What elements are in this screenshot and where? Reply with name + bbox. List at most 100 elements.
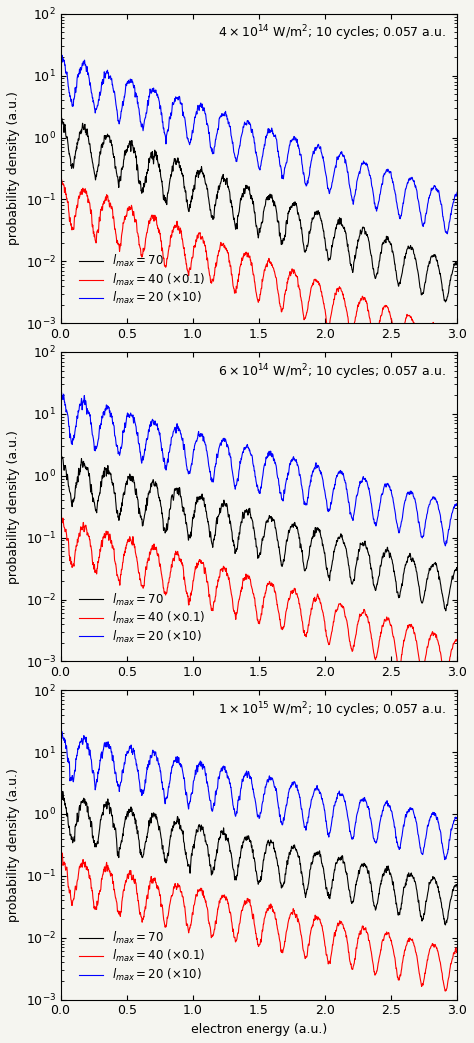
$l_{max} = 70$ [404,555,410,567]
$l_{max} = 70$ [210,212,216,224]
$l_{max} = 20$ ($\times$10) [103,67,109,79]
$l_{max} = 20$ ($\times$10) [227,120,233,132]
$l_{max} = 40$ ($\times$0.1) [210,929,216,942]
$l_{max} = 20$ ($\times$10) [447,216,452,228]
$l_{max} = 20$ ($\times$10) [445,227,450,240]
Text: $1 \times 10^{15}$ W/m$^2$; 10 cycles; 0.057 a.u.: $1 \times 10^{15}$ W/m$^2$; 10 cycles; 0… [218,700,445,720]
$l_{max} = 70$ [103,797,109,809]
Line: $l_{max} = 70$: $l_{max} = 70$ [61,792,457,925]
$l_{max} = 40$ ($\times$0.1) [103,526,109,538]
$l_{max} = 20$ ($\times$10) [58,726,64,738]
$l_{max} = 40$ ($\times$0.1) [58,176,64,189]
X-axis label: electron energy (a.u.): electron energy (a.u.) [191,1023,327,1036]
$l_{max} = 70$ [103,467,109,480]
$l_{max} = 40$ ($\times$0.1) [210,605,216,617]
$l_{max} = 70$ [454,257,460,269]
$l_{max} = 70$ [210,866,216,878]
$l_{max} = 70$ [58,110,64,122]
$l_{max} = 20$ ($\times$10) [103,401,109,413]
$l_{max} = 40$ ($\times$0.1) [404,939,410,951]
$l_{max} = 70$ [210,540,216,553]
$l_{max} = 40$ ($\times$0.1) [227,260,233,272]
Line: $l_{max} = 70$: $l_{max} = 70$ [61,116,457,301]
$l_{max} = 20$ ($\times$10) [227,777,233,790]
Legend: $l_{max} = 70$, $l_{max} = 40$ ($\times$0.1), $l_{max} = 20$ ($\times$10): $l_{max} = 70$, $l_{max} = 40$ ($\times$… [74,248,210,311]
$l_{max} = 40$ ($\times$0.1) [127,531,132,543]
$l_{max} = 70$ [58,447,64,460]
$l_{max} = 40$ ($\times$0.1) [58,858,64,871]
$l_{max} = 40$ ($\times$0.1) [58,510,64,523]
$l_{max} = 40$ ($\times$0.1) [227,905,233,918]
$l_{max} = 20$ ($\times$10) [404,489,410,502]
$l_{max} = 70$ [454,881,460,894]
$l_{max} = 20$ ($\times$10) [442,853,447,866]
Line: $l_{max} = 70$: $l_{max} = 70$ [61,454,457,611]
$l_{max} = 40$ ($\times$0.1) [59,173,64,186]
$l_{max} = 20$ ($\times$10) [127,741,132,753]
$l_{max} = 20$ ($\times$10) [103,736,109,749]
$l_{max} = 70$ [60,785,66,798]
$l_{max} = 70$ [404,244,410,257]
Line: $l_{max} = 20$ ($\times$10): $l_{max} = 20$ ($\times$10) [61,731,457,859]
$l_{max} = 70$ [447,898,452,911]
$l_{max} = 70$ [227,189,233,201]
Line: $l_{max} = 40$ ($\times$0.1): $l_{max} = 40$ ($\times$0.1) [61,179,457,372]
$l_{max} = 20$ ($\times$10) [59,49,65,62]
$l_{max} = 20$ ($\times$10) [447,834,452,847]
$l_{max} = 40$ ($\times$0.1) [454,635,460,648]
Legend: $l_{max} = 70$, $l_{max} = 40$ ($\times$0.1), $l_{max} = 20$ ($\times$10): $l_{max} = 70$, $l_{max} = 40$ ($\times$… [74,587,210,650]
$l_{max} = 40$ ($\times$0.1) [404,624,410,636]
$l_{max} = 40$ ($\times$0.1) [59,847,65,859]
$l_{max} = 20$ ($\times$10) [59,725,64,737]
$l_{max} = 70$ [227,516,233,529]
$l_{max} = 40$ ($\times$0.1) [454,945,460,957]
$l_{max} = 20$ ($\times$10) [210,146,216,159]
Y-axis label: probability density (a.u.): probability density (a.u.) [7,430,20,584]
$l_{max} = 20$ ($\times$10) [210,803,216,816]
$l_{max} = 70$ [443,919,448,931]
Line: $l_{max} = 20$ ($\times$10): $l_{max} = 20$ ($\times$10) [61,55,457,234]
Line: $l_{max} = 20$ ($\times$10): $l_{max} = 20$ ($\times$10) [61,392,457,545]
$l_{max} = 40$ ($\times$0.1) [103,859,109,872]
Line: $l_{max} = 40$ ($\times$0.1): $l_{max} = 40$ ($\times$0.1) [61,515,457,680]
$l_{max} = 40$ ($\times$0.1) [441,366,447,379]
Text: $6 \times 10^{14}$ W/m$^2$; 10 cycles; 0.057 a.u.: $6 \times 10^{14}$ W/m$^2$; 10 cycles; 0… [218,362,445,382]
$l_{max} = 40$ ($\times$0.1) [454,326,460,339]
$l_{max} = 70$ [127,469,132,482]
$l_{max} = 20$ ($\times$10) [454,812,460,825]
$l_{max} = 70$ [58,447,64,460]
$l_{max} = 20$ ($\times$10) [127,411,132,423]
$l_{max} = 20$ ($\times$10) [58,389,64,402]
$l_{max} = 20$ ($\times$10) [127,75,132,88]
$l_{max} = 70$ [447,280,452,292]
$l_{max} = 40$ ($\times$0.1) [447,343,452,356]
$l_{max} = 70$ [127,138,132,150]
$l_{max} = 40$ ($\times$0.1) [58,509,64,522]
$l_{max} = 20$ ($\times$10) [443,539,448,552]
$l_{max} = 20$ ($\times$10) [210,472,216,485]
$l_{max} = 40$ ($\times$0.1) [127,865,132,877]
$l_{max} = 20$ ($\times$10) [227,450,233,462]
Legend: $l_{max} = 70$, $l_{max} = 40$ ($\times$0.1), $l_{max} = 20$ ($\times$10): $l_{max} = 70$, $l_{max} = 40$ ($\times$… [74,925,210,988]
$l_{max} = 70$ [404,875,410,888]
$l_{max} = 70$ [443,295,448,308]
$l_{max} = 20$ ($\times$10) [58,50,64,63]
$l_{max} = 70$ [454,563,460,576]
$l_{max} = 20$ ($\times$10) [59,386,64,398]
$l_{max} = 40$ ($\times$0.1) [227,579,233,591]
$l_{max} = 70$ [443,605,448,617]
Y-axis label: probability density (a.u.): probability density (a.u.) [7,768,20,922]
$l_{max} = 70$ [127,805,132,818]
$l_{max} = 20$ ($\times$10) [454,186,460,198]
$l_{max} = 20$ ($\times$10) [454,498,460,510]
$l_{max} = 40$ ($\times$0.1) [442,985,448,997]
$l_{max} = 70$ [103,132,109,145]
$l_{max} = 70$ [58,786,64,799]
$l_{max} = 70$ [447,585,452,598]
$l_{max} = 40$ ($\times$0.1) [447,654,452,666]
$l_{max} = 70$ [227,845,233,857]
$l_{max} = 20$ ($\times$10) [404,807,410,820]
$l_{max} = 40$ ($\times$0.1) [443,674,449,686]
Y-axis label: probability density (a.u.): probability density (a.u.) [7,92,20,245]
$l_{max} = 20$ ($\times$10) [404,179,410,192]
